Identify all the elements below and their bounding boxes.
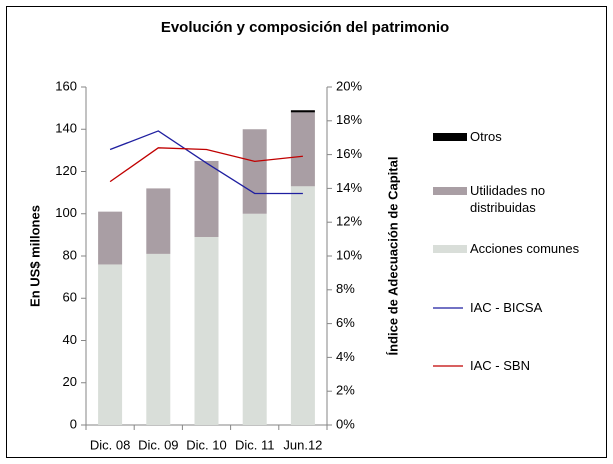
y-axis-label: En US$ millones [27,205,42,307]
y2-tick-label: 4% [336,349,355,364]
bar-segment [242,213,267,425]
y2-tick-label: 10% [336,247,362,262]
line-series [109,147,303,183]
y-tick-label: 100 [55,205,77,220]
bar-segment [98,264,123,425]
y-tick-label: 0 [70,416,77,431]
y2-tick-label: 6% [336,315,355,330]
y2-tick-label: 8% [336,281,355,296]
legend-swatch [433,245,467,253]
y2-tick-label: 18% [336,112,362,127]
y2-tick-label: 2% [336,383,355,398]
x-tick-label: Jun.12 [283,437,322,452]
y2-tick-label: 16% [336,146,362,161]
bar-segment [290,110,315,113]
y-tick-label: 160 [55,78,77,93]
y-tick-label: 20 [63,374,77,389]
y2-axis-label: Índice de Adecuación de Capital [385,157,400,356]
y2-tick-label: 14% [336,180,362,195]
y2-tick-label: 0% [336,416,355,431]
bar-segment [194,236,219,425]
legend-label: Acciones comunes [470,241,580,256]
bar-segment [290,186,315,425]
bar-segment [98,211,123,265]
y-tick-label: 40 [63,332,77,347]
y-tick-label: 80 [63,247,77,262]
x-tick-label: Dic. 11 [235,437,275,452]
y-tick-label: 120 [55,163,77,178]
bar-segment [242,129,267,214]
legend-label: Utilidades no distribuidas [470,183,546,215]
bar-segment [146,253,171,425]
bar-segment [146,188,171,254]
y-tick-label: 60 [63,290,77,305]
bar-segment [290,112,315,187]
y-tick-label: 140 [55,121,77,136]
x-tick-label: Dic. 09 [138,437,178,452]
legend-label: Otros [470,129,502,144]
legend-swatch [433,187,467,195]
chart-title: Evolución y composición del patrimonio [161,19,449,36]
x-tick-label: Dic. 10 [186,437,226,452]
bar-segment [194,160,219,237]
x-tick-label: Dic. 08 [90,437,130,452]
y2-tick-label: 12% [336,214,362,229]
legend-label: IAC - SBN [470,358,530,373]
legend-label: IAC - BICSA [470,300,543,315]
line-series [109,130,303,195]
y2-tick-label: 20% [336,78,362,93]
legend-swatch [433,133,467,141]
